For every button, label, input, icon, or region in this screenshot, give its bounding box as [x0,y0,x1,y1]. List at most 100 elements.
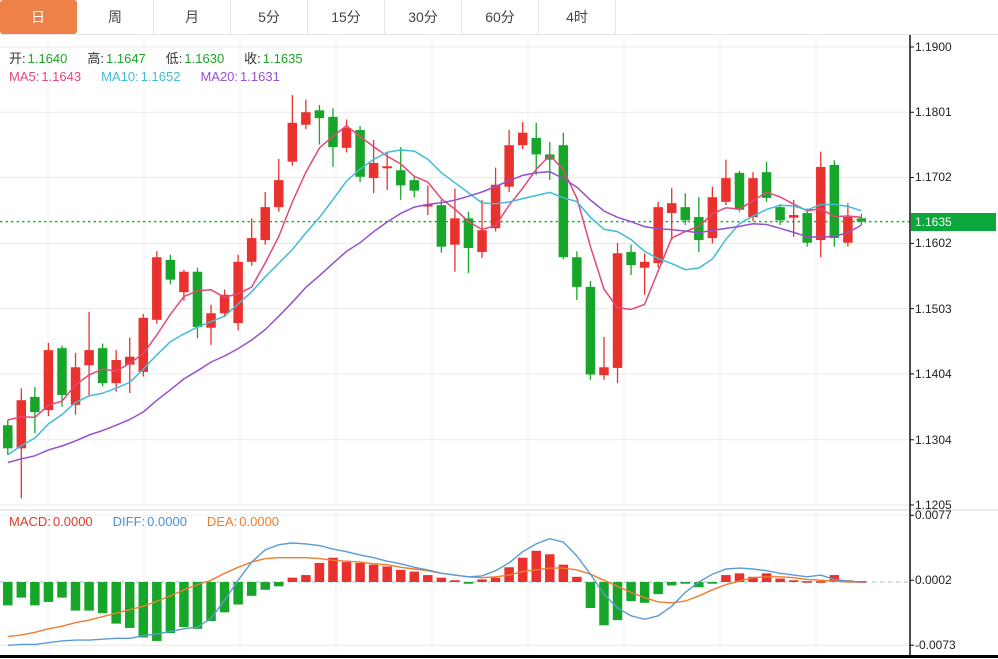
candle-body [192,271,203,328]
macd-bar [531,550,541,582]
candle-body [233,261,243,324]
macd-bar [111,582,121,624]
macd-bar [626,582,636,602]
macd-bar [314,562,325,582]
candle-body [301,112,311,125]
candle-body [165,259,176,280]
legend-label: MA20: [200,69,239,84]
macd-bar [517,557,528,582]
macd-bar [423,575,433,582]
legend-item: DIFF: 0.0000 [113,514,187,529]
legend-item: MACD: 0.0000 [9,514,93,529]
ma-legend: MA5: 1.1643 MA10: 1.1652 MA20: 1.1631 [9,69,280,84]
candle-body [639,261,650,268]
candle-body [545,154,555,160]
macd-bar [666,582,677,586]
macd-bar [829,575,840,582]
macd-legend: MACD: 0.0000 DIFF: 0.0000 DEA: 0.0000 [9,514,279,529]
macd-bar [409,571,420,582]
legend-value: 0.0000 [239,514,280,529]
price-axis-label: 1.1404 [915,366,952,381]
candle-body [734,172,745,210]
legend-value: 1.1631 [240,69,280,84]
price-axis-label: 1.1304 [915,432,952,447]
candle-body [585,286,596,375]
macd-bar [192,582,203,629]
macd-bar [57,582,67,598]
candle-body [721,178,731,202]
macd-bar [341,562,352,582]
macd-bar [639,582,650,603]
tab-timeframe-7[interactable]: 4时 [539,0,616,34]
legend-label: 高: [87,51,105,66]
candle-body [314,110,325,119]
ma10-line [7,149,862,456]
legend-value: 1.1635 [262,51,303,66]
candle-body [802,213,812,243]
macd-bar [463,582,474,584]
candle-body [748,178,758,218]
candle-body [341,128,352,148]
macd-bar [124,582,135,628]
candle-body [816,166,826,241]
macd-bar [30,582,40,606]
macd-bar [436,577,447,582]
candle-body [572,257,582,287]
legend-value: 1.1630 [184,51,225,66]
price-axis-label: 1.1602 [915,236,952,251]
tab-timeframe-6[interactable]: 60分 [462,0,539,34]
candle-body [57,348,67,395]
candle-body [206,313,216,328]
legend-label: 低: [165,51,183,66]
macd-axis-label: -0.0073 [915,638,956,653]
macd-bar [572,576,582,582]
macd-bar [70,582,81,611]
legend-value: 1.1643 [41,69,82,84]
legend-item: DEA: 0.0000 [207,514,279,529]
macd-bar [274,582,284,587]
tab-timeframe-1[interactable]: 周 [77,0,154,34]
tab-timeframe-5[interactable]: 30分 [385,0,462,34]
candle-body [260,207,270,241]
candle-body [761,172,772,198]
macd-bar [748,576,758,582]
macd-bar [734,573,745,582]
candle-body [788,215,799,218]
macd-bar [328,557,338,582]
macd-bar [395,569,406,582]
macd-bar [16,582,27,598]
legend-label: MA10: [101,69,139,84]
candle-body [856,218,867,222]
candle-body [138,317,149,372]
price-axis-label: 1.1205 [915,498,952,512]
macd-bar [301,575,311,582]
candle-body [599,367,609,376]
macd-bar [450,580,460,582]
candle-body [3,425,13,449]
macd-axis-label: 0.0002 [915,573,952,588]
candle-body [152,257,162,320]
candle-body [124,356,135,365]
macd-bar [233,582,243,605]
tab-timeframe-4[interactable]: 15分 [308,0,385,34]
ohlc-legend: 开: 1.1640 高: 1.1647 低: 1.1630 收: 1.1635 [9,48,303,67]
candle-body [436,205,447,247]
legend-label: MA5: [9,69,40,84]
tab-timeframe-0[interactable]: 日 [0,0,77,34]
macd-bar [165,582,176,634]
legend-value: 1.1647 [106,51,146,66]
macd-bar [707,582,718,584]
macd-bar [585,582,596,609]
candle-body [477,230,487,252]
legend-item: MA20: 1.1631 [200,69,279,84]
current-price-badge: 1.1635 [911,213,996,231]
legend-item: 低: 1.1630 [166,48,224,67]
candle-body [450,218,460,245]
candle-body [531,137,541,155]
tab-timeframe-3[interactable]: 5分 [231,0,308,34]
tab-timeframe-2[interactable]: 月 [154,0,231,34]
macd-bar [599,582,609,626]
candle-body [382,166,392,169]
candle-body [775,207,785,221]
